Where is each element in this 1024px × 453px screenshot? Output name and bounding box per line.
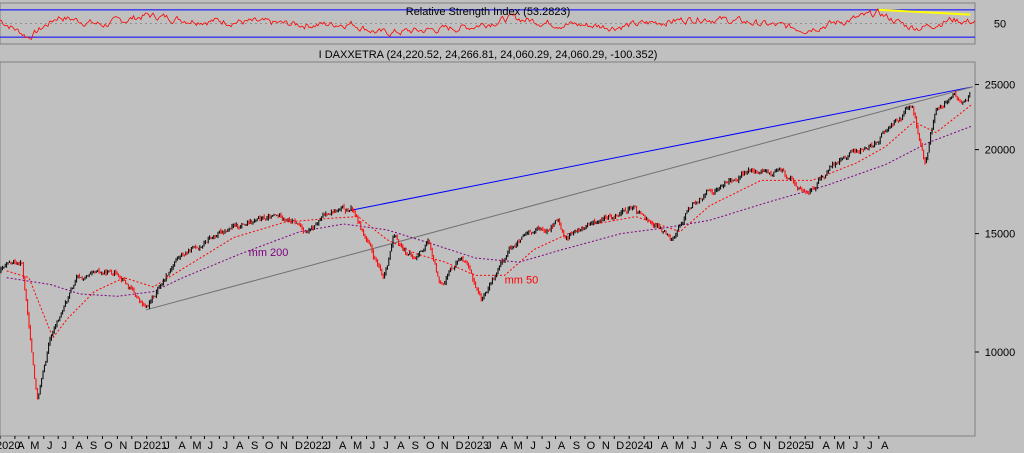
rsi-y-tick-label: 50	[994, 19, 1006, 31]
x-tick-label: M	[192, 440, 201, 452]
x-tick-label: A	[558, 440, 566, 452]
y-tick-label: 15000	[985, 229, 1016, 241]
x-tick-label: O	[587, 440, 596, 452]
x-tick-label: M	[30, 440, 39, 452]
trendline-upper	[351, 86, 973, 211]
x-tick-label: 2020	[0, 440, 20, 452]
rsi-line-0	[0, 8, 976, 41]
x-tick-label: A	[500, 440, 508, 452]
x-tick-label: S	[734, 440, 741, 452]
x-tick-label: A	[339, 440, 347, 452]
x-tick-label: J	[370, 440, 376, 452]
price-y-axis: 10000 15000 20000 25000	[975, 79, 1015, 359]
x-tick-label: J	[383, 440, 389, 452]
price-series	[0, 90, 971, 400]
x-tick-label: S	[412, 440, 419, 452]
x-tick-label: 2023	[465, 440, 489, 452]
x-tick-label: 2025	[786, 440, 810, 452]
annotation-label: mm 50	[505, 274, 539, 286]
rsi-trendline	[878, 8, 971, 16]
x-tick-label: M	[836, 440, 845, 452]
x-tick-label: M	[514, 440, 523, 452]
x-tick-label: M	[353, 440, 362, 452]
x-tick-label: S	[573, 440, 580, 452]
x-tick-label: J	[853, 440, 859, 452]
x-tick-label: D	[295, 440, 303, 452]
x-tick-label: A	[397, 440, 405, 452]
x-tick-label: J	[706, 440, 712, 452]
x-tick-label: 2022	[303, 440, 327, 452]
x-tick-label: A	[178, 440, 186, 452]
ma-line-mm50	[6, 103, 973, 339]
x-tick-label: S	[90, 440, 97, 452]
rsi-series	[0, 8, 976, 41]
x-tick-label: A	[720, 440, 728, 452]
x-tick-label: N	[280, 440, 288, 452]
ma-line-mm200	[6, 125, 973, 297]
x-tick-label: 2024	[625, 440, 649, 452]
price-annotations: mm 200 mm 50	[249, 247, 539, 287]
x-tick-label: D	[778, 440, 786, 452]
x-tick-label: 2021	[143, 440, 167, 452]
x-tick-label: O	[265, 440, 274, 452]
x-tick-label: A	[881, 440, 889, 452]
x-tick-label: S	[251, 440, 258, 452]
annotation-label: mm 200	[249, 247, 289, 259]
price-plot-area	[0, 61, 976, 437]
price-x-axis: 2020AMJJASOND2021JAMJJASOND2022JAMJJASON…	[0, 436, 889, 452]
x-tick-label: D	[456, 440, 464, 452]
x-tick-label: J	[691, 440, 697, 452]
x-tick-label: O	[104, 440, 113, 452]
x-tick-label: D	[616, 440, 624, 452]
price-trendlines	[145, 86, 973, 311]
y-tick-label: 10000	[985, 347, 1016, 359]
x-tick-label: D	[134, 440, 142, 452]
x-tick-label: O	[748, 440, 757, 452]
x-tick-label: N	[763, 440, 771, 452]
rsi-y-axis: 50	[994, 19, 1006, 31]
x-tick-label: J	[223, 440, 229, 452]
x-tick-label: J	[61, 440, 67, 452]
x-tick-label: A	[75, 440, 83, 452]
x-tick-label: J	[47, 440, 53, 452]
moving-averages	[6, 103, 973, 339]
x-tick-label: J	[545, 440, 551, 452]
x-tick-label: J	[326, 440, 332, 452]
x-tick-label: M	[675, 440, 684, 452]
x-tick-label: J	[164, 440, 170, 452]
x-tick-label: J	[647, 440, 653, 452]
x-tick-label: A	[236, 440, 244, 452]
x-tick-label: N	[441, 440, 449, 452]
x-tick-label: J	[486, 440, 492, 452]
x-tick-label: J	[867, 440, 873, 452]
rsi-trendline-segment	[878, 8, 971, 16]
x-tick-label: O	[426, 440, 435, 452]
x-tick-label: A	[17, 440, 25, 452]
x-tick-label: J	[530, 440, 536, 452]
rsi-title: Relative Strength Index (53.2823)	[406, 6, 571, 18]
x-tick-label: J	[208, 440, 214, 452]
y-tick-label: 20000	[985, 145, 1016, 157]
trendline-lower	[145, 86, 973, 311]
x-tick-label: A	[822, 440, 830, 452]
x-tick-label: J	[808, 440, 814, 452]
rsi-reference-levels	[0, 9, 975, 38]
x-tick-label: N	[602, 440, 610, 452]
x-tick-label: A	[661, 440, 669, 452]
x-tick-label: N	[119, 440, 127, 452]
y-tick-label: 25000	[985, 79, 1016, 91]
price-title: I DAXXETRA (24,220.52, 24,266.81, 24,060…	[319, 49, 658, 61]
